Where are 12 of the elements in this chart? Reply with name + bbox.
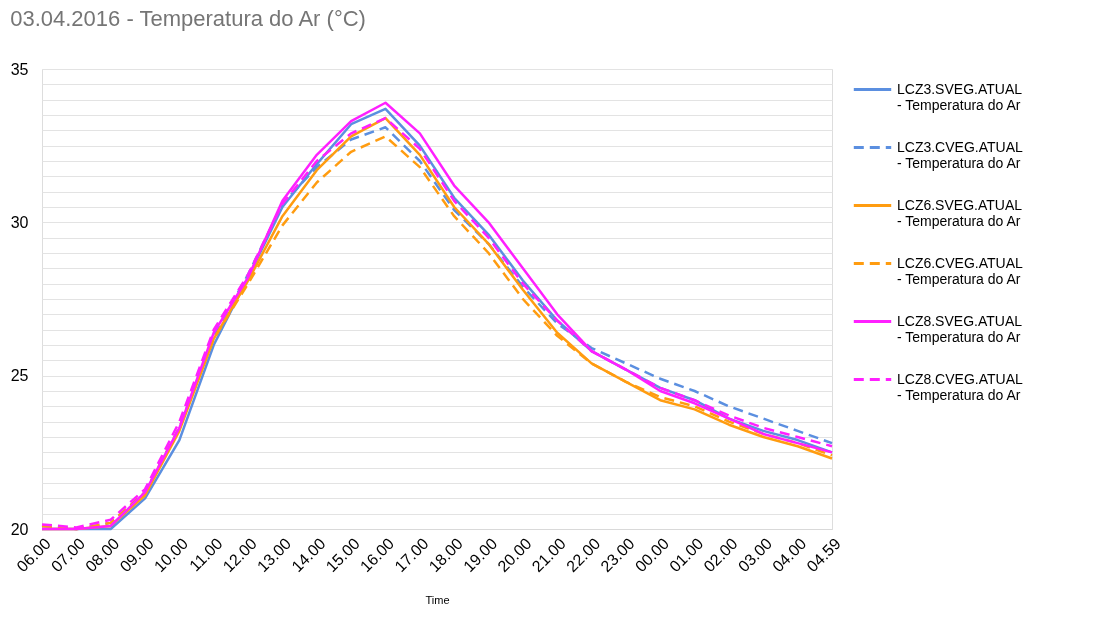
x-axis-title: Time: [425, 594, 450, 607]
legend-label: LCZ6.CVEG.ATUAL - Temperatura do Ar: [897, 254, 1023, 287]
legend-label: LCZ8.CVEG.ATUAL - Temperatura do Ar: [897, 370, 1023, 403]
legend-label: LCZ8.SVEG.ATUAL - Temperatura do Ar: [897, 312, 1023, 345]
y-tick-label: 30: [10, 213, 29, 231]
chart-title: 03.04.2016 - Temperatura do Ar (°C): [10, 6, 366, 31]
y-tick-label: 25: [10, 367, 29, 385]
legend-label: LCZ3.CVEG.ATUAL - Temperatura do Ar: [897, 138, 1023, 171]
legend-label: LCZ6.SVEG.ATUAL - Temperatura do Ar: [897, 196, 1023, 229]
legend-label: LCZ3.SVEG.ATUAL - Temperatura do Ar: [897, 80, 1023, 113]
y-tick-label: 20: [10, 520, 29, 538]
y-tick-label: 35: [10, 60, 29, 78]
